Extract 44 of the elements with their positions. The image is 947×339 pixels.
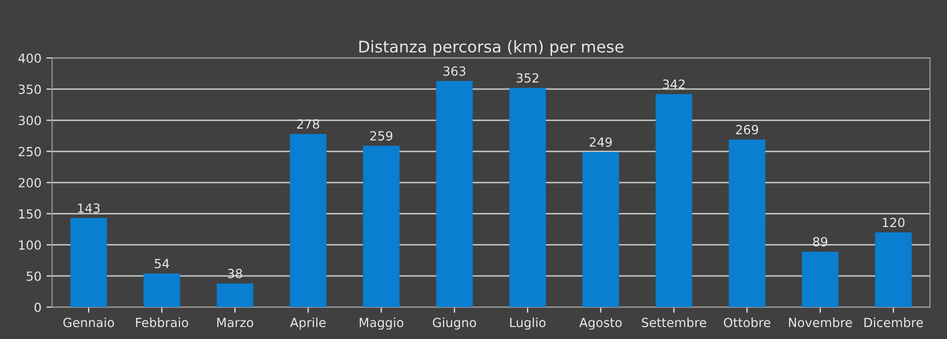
x-tick-label: Luglio — [510, 318, 546, 330]
x-tick-label: Settembre — [642, 318, 706, 328]
data-label: 352 — [516, 73, 538, 83]
bar — [216, 283, 254, 308]
y-tick-label: 50 — [26, 271, 41, 281]
chart-title: Distanza percorsa (km) per mese — [359, 40, 624, 56]
data-label: 342 — [662, 79, 685, 89]
bar — [70, 218, 107, 308]
bar — [656, 94, 692, 308]
y-tick-label: 100 — [19, 240, 41, 250]
x-tick-label: Ottobre — [724, 318, 770, 328]
bar — [509, 88, 546, 308]
x-tick-label: Maggio — [360, 318, 404, 330]
data-label: 143 — [78, 203, 100, 213]
bar — [875, 232, 912, 308]
y-tick-label: 300 — [18, 116, 41, 126]
bar — [582, 152, 620, 308]
x-tick-label: Giugno — [432, 318, 476, 330]
y-tick-label: 200 — [18, 178, 41, 188]
y-tick-label: 0 — [34, 302, 41, 312]
bar — [802, 252, 839, 308]
y-tick-label: 250 — [18, 146, 41, 156]
y-tick-label: 400 — [18, 53, 41, 63]
bar — [362, 146, 400, 308]
x-tick-label: Dicembre — [864, 318, 923, 328]
data-label: 249 — [590, 137, 612, 147]
x-tick-label: Marzo — [217, 318, 254, 328]
data-label: 278 — [297, 119, 320, 129]
bar — [728, 140, 766, 308]
data-label: 259 — [370, 131, 392, 141]
x-tick-label: Novembre — [789, 318, 852, 328]
data-label: 269 — [736, 124, 758, 134]
x-tick-label: Febbraio — [136, 318, 188, 328]
bar — [436, 81, 473, 308]
data-label: 120 — [882, 218, 904, 228]
y-tick-label: 350 — [18, 84, 41, 94]
x-tick-label: Gennaio — [63, 318, 114, 328]
data-label: 54 — [154, 259, 170, 268]
bar — [290, 134, 326, 308]
x-tick-label: Aprile — [290, 318, 326, 330]
x-tick-label: Agosto — [579, 318, 622, 330]
data-label: 363 — [443, 66, 466, 76]
bar — [144, 273, 180, 308]
y-tick-label: 150 — [19, 209, 41, 219]
